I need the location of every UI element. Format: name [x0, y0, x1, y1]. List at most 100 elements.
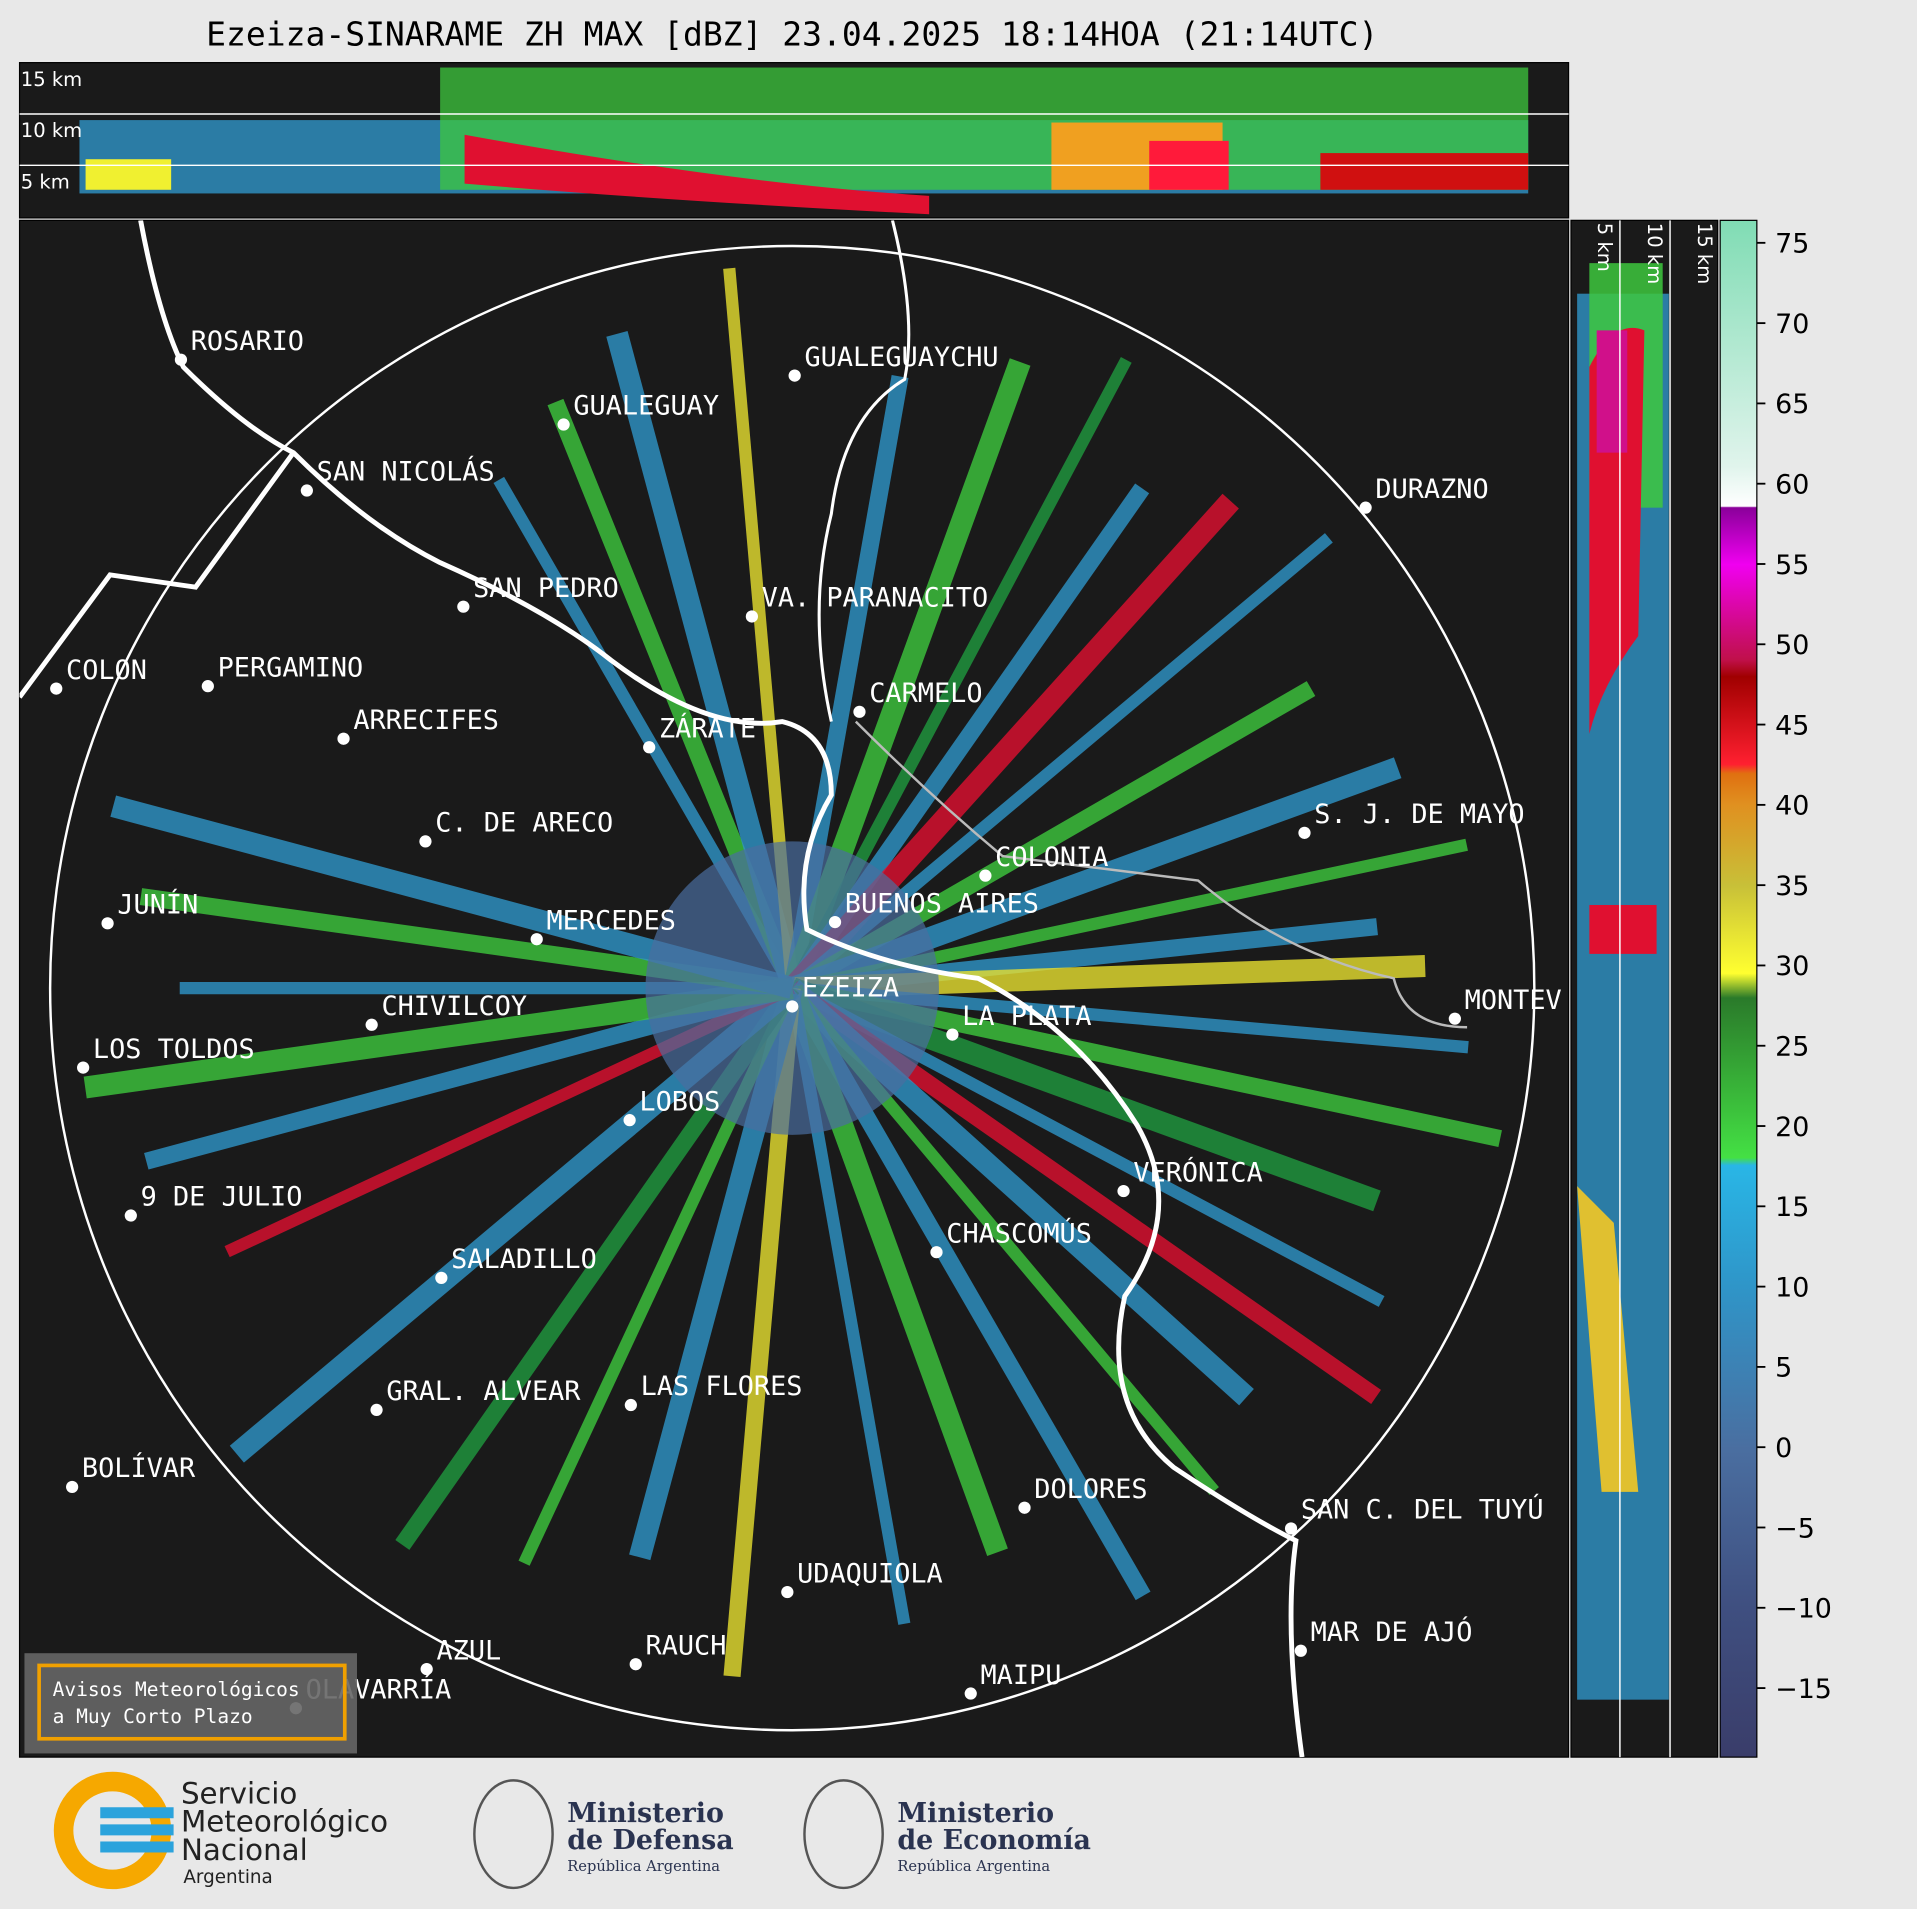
city-label: COLONIA [995, 842, 1108, 873]
colorbar-tick-label: 15 [1775, 1192, 1809, 1223]
colorbar-tick-label: 5 [1775, 1353, 1792, 1384]
city-label: LOS TOLDOS [93, 1034, 255, 1065]
city-dot [1284, 1522, 1298, 1535]
city-dot [77, 1061, 90, 1074]
city-label: COLON [66, 655, 147, 686]
city-label: EZEIZA [802, 973, 899, 1004]
city-dot [457, 600, 470, 613]
height-label: 5 km [1593, 223, 1616, 272]
city-dot [1359, 501, 1372, 514]
city-label: SAN NICOLÁS [317, 456, 495, 488]
logo-text: de Defensa [567, 1825, 733, 1856]
logo-text: República Argentina [897, 1858, 1050, 1875]
city-dot [337, 732, 350, 745]
city-label: MONTEV [1465, 985, 1562, 1016]
defensa-logo: Ministerio de Defensa República Argentin… [473, 1779, 734, 1890]
smn-logo: Servicio Meteorológico Nacional Argentin… [53, 1771, 388, 1890]
logo-text: República Argentina [567, 1858, 720, 1875]
city-label: MAR DE AJÓ [1311, 1616, 1473, 1648]
city-label: GUALEGUAY [573, 391, 719, 422]
city-label: LAS FLORES [641, 1371, 803, 1402]
height-label: 15 km [21, 68, 82, 91]
city-dot [781, 1585, 794, 1599]
city-label: SAN PEDRO [473, 573, 619, 604]
city-dot [930, 1246, 943, 1259]
logo-text: Servicio [181, 1777, 297, 1811]
range-ring [48, 244, 1536, 1732]
city-label: 9 DE JULIO [141, 1182, 303, 1213]
city-label: ARRECIFES [353, 705, 499, 736]
city-label: AZUL [436, 1635, 501, 1666]
city-label: LA PLATA [962, 1001, 1091, 1032]
city-label: UDAQUIOLA [797, 1558, 943, 1589]
city-label: LOBOS [639, 1086, 720, 1117]
city-dot [788, 369, 801, 382]
city-label: ZÁRATE [659, 712, 756, 744]
city-dot [1294, 1644, 1307, 1657]
city-dot [370, 1403, 383, 1417]
colorbar-tick-label: −5 [1775, 1513, 1815, 1544]
side-echoes [1577, 263, 1669, 1700]
height-label: 10 km [1643, 223, 1666, 284]
city-dot [1298, 826, 1311, 839]
city-dot [745, 610, 758, 623]
city-label: VERÓNICA [1133, 1156, 1262, 1188]
height-label: 5 km [21, 171, 70, 194]
economia-logo: Ministerio de Economía República Argenti… [803, 1779, 1091, 1890]
colorbar-tick-label: 75 [1775, 229, 1809, 260]
city-label: BOLÍVAR [82, 1452, 196, 1484]
colorbar [1719, 219, 1758, 1758]
city-dot [420, 1662, 433, 1676]
city-label: GRAL. ALVEAR [386, 1376, 581, 1407]
city-dot [50, 682, 63, 695]
colorbar-tick-label: −10 [1775, 1594, 1832, 1625]
city-dot [643, 741, 656, 754]
colorbar-tick-label: 35 [1775, 871, 1809, 902]
notice-text: a Muy Corto Plazo [53, 1705, 253, 1728]
city-label: ROSARIO [191, 326, 304, 357]
colorbar-tick-label: 55 [1775, 550, 1809, 581]
city-dot [101, 917, 114, 930]
city-label: S. J. DE MAYO [1314, 799, 1524, 830]
notice-text: Avisos Meteorológicos [53, 1678, 300, 1701]
city-dot [530, 933, 543, 946]
city-dot [629, 1658, 642, 1671]
city-label: CHIVILCOY [381, 991, 527, 1022]
city-dot [828, 915, 842, 929]
city-dot [1448, 1012, 1461, 1025]
city-label: C. DE ARECO [435, 808, 613, 839]
city-dot [964, 1687, 977, 1700]
city-dot [124, 1209, 137, 1222]
city-dot [435, 1271, 448, 1284]
logo-text: Argentina [183, 1867, 272, 1888]
colorbar-tick-label: 60 [1775, 469, 1809, 500]
title: Ezeiza-SINARAME ZH MAX [dBZ] 23.04.2025 … [206, 15, 1378, 54]
city-dot [946, 1028, 959, 1041]
city-dot [1117, 1184, 1130, 1198]
notice-box[interactable] [24, 1653, 357, 1754]
city-dot [786, 1000, 799, 1013]
city-label: JUNÍN [117, 889, 198, 921]
city-dot [174, 353, 188, 366]
height-label: 10 km [21, 119, 82, 142]
city-dot [557, 418, 570, 431]
city-label: CHASCOMÚS [946, 1217, 1092, 1249]
colorbar-tick-label: 45 [1775, 710, 1809, 741]
city-label: CARMELO [869, 678, 982, 709]
colorbar-tick-label: 50 [1775, 630, 1809, 661]
logo-text: Ministerio [897, 1798, 1054, 1829]
city-dot [300, 484, 313, 497]
city-dot [419, 835, 432, 848]
logo-text: Meteorológico [181, 1805, 388, 1839]
top-echoes [79, 67, 1529, 215]
colorbar-tick-label: 40 [1775, 791, 1809, 822]
city-label: SALADILLO [451, 1244, 597, 1275]
city-label: BUENOS AIRES [845, 888, 1039, 919]
city-label: SAN C. DEL TUYÚ [1301, 1494, 1544, 1526]
logo-text: de Economía [897, 1825, 1091, 1856]
colorbar-tick-label: 25 [1775, 1032, 1809, 1063]
notice-border [37, 1663, 347, 1741]
city-label: DURAZNO [1375, 474, 1488, 505]
